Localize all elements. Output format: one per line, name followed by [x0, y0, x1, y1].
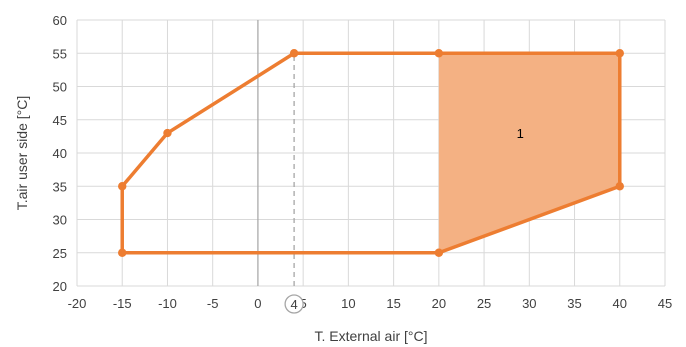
x-tick-label: 20 [432, 296, 446, 311]
y-tick-label: 45 [53, 113, 67, 128]
data-point-marker [163, 128, 172, 138]
reference-label: 4 [290, 297, 297, 312]
x-tick-label: 15 [386, 296, 400, 311]
data-point-marker [434, 49, 444, 58]
reference-circle [284, 294, 304, 314]
region-label: 1 [517, 126, 524, 141]
data-point-marker [289, 49, 299, 58]
x-tick-label: 10 [341, 296, 355, 311]
x-tick-label: 35 [567, 296, 581, 311]
y-tick-label: 50 [53, 80, 67, 95]
data-point-marker [615, 49, 624, 58]
x-axis-title: T. External air [°C] [315, 328, 428, 344]
x-tick-label: 0 [254, 296, 261, 311]
x-tick-label: 25 [477, 296, 491, 311]
x-tick-label: -5 [207, 296, 219, 311]
y-tick-label: 20 [53, 279, 67, 294]
y-axis-title: T.air user side [°C] [14, 96, 30, 211]
x-tick-labels: -20-15-10-5051015202530354045 [68, 296, 673, 311]
x-tick-label: 30 [522, 296, 536, 311]
envelope-markers [118, 49, 624, 257]
y-tick-label: 25 [53, 246, 67, 261]
y-tick-label: 35 [53, 179, 67, 194]
x-tick-label: 45 [658, 296, 672, 311]
data-point-marker [118, 248, 127, 257]
y-tick-label: 55 [53, 46, 67, 61]
x-tick-label: -20 [68, 296, 87, 311]
y-tick-labels: 20 25 30 35 40 45 50 55 60 [53, 13, 67, 294]
x-tick-label: 40 [613, 296, 627, 311]
data-point-marker [434, 248, 444, 257]
y-tick-label: 60 [53, 13, 67, 28]
data-point-marker [615, 182, 624, 191]
x-tick-label: -10 [158, 296, 177, 311]
x-tick-label: -15 [113, 296, 132, 311]
data-point-marker [118, 182, 127, 191]
y-tick-label: 40 [53, 146, 67, 161]
y-tick-label: 30 [53, 213, 67, 228]
